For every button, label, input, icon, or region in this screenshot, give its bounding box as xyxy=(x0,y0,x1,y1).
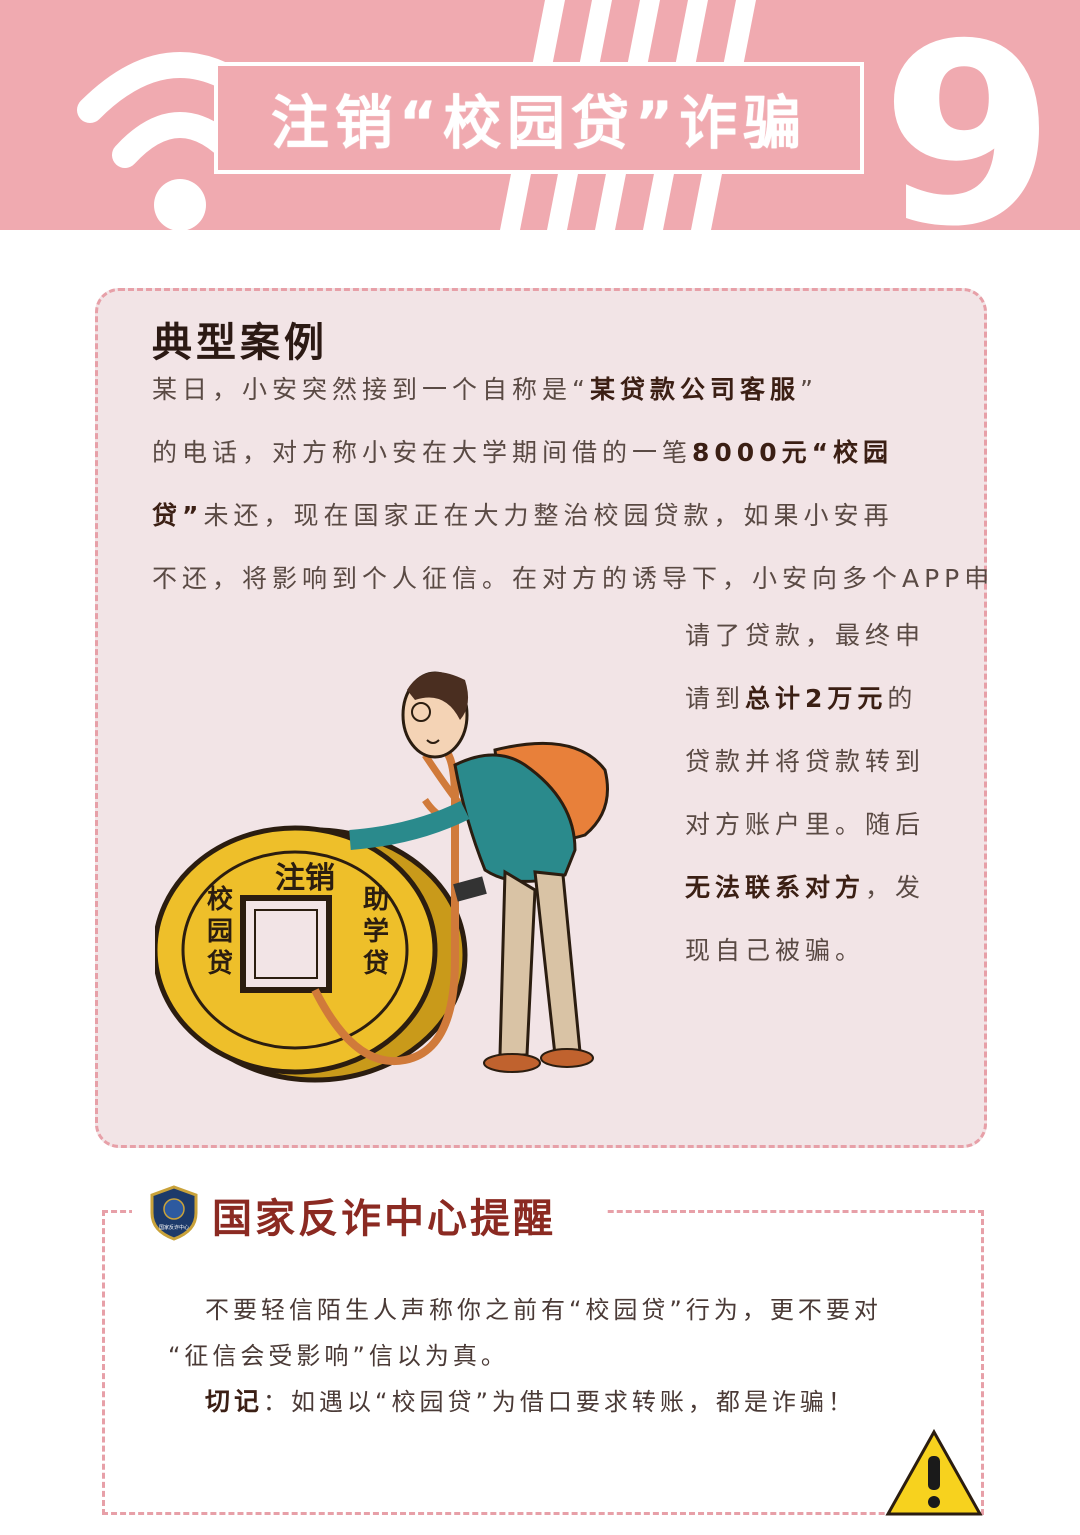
reminder-header-bg xyxy=(132,1180,607,1250)
badge-text: 国家反诈中心 xyxy=(159,1224,189,1231)
emphasis-text: 8000元“校园 xyxy=(692,438,894,467)
case-side-line: 贷款并将贷款转到 xyxy=(685,746,935,809)
case-side-line: 无法联系对方，发 xyxy=(685,872,935,935)
header-banner: 注销“校园贷”诈骗 9 xyxy=(0,0,1080,230)
reminder-box-bottom-border xyxy=(102,1512,984,1515)
student-figure xyxy=(349,671,609,1073)
page-title: 注销“校园贷”诈骗 xyxy=(270,89,808,157)
title-box: 注销“校园贷”诈骗 xyxy=(214,62,864,174)
section-number: 9 xyxy=(881,0,1055,231)
coin-right-label: 助学贷 xyxy=(363,885,389,979)
emphasis-text: 某贷款公司客服 xyxy=(589,375,800,404)
coin-left-label: 校园贷 xyxy=(207,884,234,979)
case-side-line: 现自己被骗。 xyxy=(685,935,935,998)
body-text: 的 xyxy=(887,684,918,713)
case-paragraph-line: 不还，将影响到个人征信。在对方的诱导下，小安向多个APP申 xyxy=(152,559,989,622)
student-coin-illustration: 注销 校园贷 助学贷 xyxy=(155,671,609,1083)
body-text: ，发 xyxy=(865,873,926,902)
reminder-line-3-text: ：如遇以“校园贷”为借口要求转账，都是诈骗！ xyxy=(263,1388,856,1416)
case-paragraph-side: 请了贷款，最终申 请到总计2万元的 贷款并将贷款转到 对方账户里。随后 无法联系对方，发… xyxy=(685,620,935,998)
warning-icon xyxy=(885,1428,983,1516)
emphasis-text: 无法联系对方 xyxy=(685,873,866,902)
case-heading: 典型案例 xyxy=(152,320,328,366)
emphasis-text: 总计2万元 xyxy=(745,684,888,713)
case-paragraph-line: 的电话，对方称小安在大学期间借的一笔8000元“校园 xyxy=(152,433,932,496)
remember-label: 切记 xyxy=(205,1387,264,1416)
body-text: 未还，现在国家正在大力整治校园贷款，如果小安再 xyxy=(203,501,894,530)
case-side-line: 请到总计2万元的 xyxy=(685,683,935,746)
case-paragraph-line: 贷”未还，现在国家正在大力整治校园贷款，如果小安再 xyxy=(152,496,932,559)
reminder-line-2: “征信会受影响”信以为真。 xyxy=(168,1342,509,1370)
body-text: 某日，小安突然接到一个自称是“ xyxy=(152,375,590,404)
case-side-line: 对方账户里。随后 xyxy=(685,809,935,872)
body-text: ” xyxy=(799,375,818,404)
coin-top-label: 注销 xyxy=(275,861,335,896)
case-paragraph: 某日，小安突然接到一个自称是“某贷款公司客服” 的电话，对方称小安在大学期间借的一… xyxy=(152,370,989,622)
body-text: 不还，将影响到个人征信。在对方的诱导下，小安向多个APP申 xyxy=(152,564,995,593)
body-text: 的电话，对方称小安在大学期间借的一笔 xyxy=(152,438,693,467)
body-text: 请了贷款，最终申 xyxy=(685,621,926,650)
body-text: 请到 xyxy=(685,684,746,713)
body-text: 现自己被骗。 xyxy=(685,936,866,965)
case-side-line: 请了贷款，最终申 xyxy=(685,620,935,683)
reminder-line-3: 切记：如遇以“校园贷”为借口要求转账，都是诈骗！ xyxy=(205,1382,856,1418)
police-badge-icon: 国家反诈中心 xyxy=(150,1185,198,1241)
case-paragraph-line: 某日，小安突然接到一个自称是“某贷款公司客服” xyxy=(152,370,932,433)
body-text: 对方账户里。随后 xyxy=(685,810,926,839)
emphasis-text: 贷” xyxy=(152,501,204,530)
body-text: 贷款并将贷款转到 xyxy=(685,747,926,776)
reminder-title: 国家反诈中心提醒 xyxy=(212,1196,556,1242)
coin-icon xyxy=(155,825,468,1083)
reminder-line-1: 不要轻信陌生人声称你之前有“校园贷”行为，更不要对 xyxy=(205,1296,882,1324)
